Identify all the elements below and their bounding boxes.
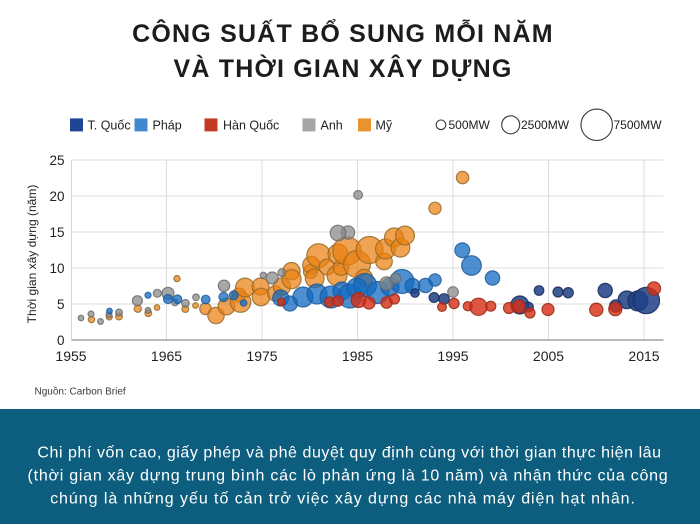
svg-text:20: 20 bbox=[49, 189, 64, 204]
svg-text:2005: 2005 bbox=[533, 348, 564, 364]
svg-text:15: 15 bbox=[49, 225, 64, 240]
svg-text:25: 25 bbox=[49, 153, 64, 168]
svg-text:1975: 1975 bbox=[246, 348, 277, 364]
svg-text:Pháp: Pháp bbox=[153, 119, 182, 133]
svg-text:5: 5 bbox=[57, 297, 65, 312]
svg-text:Nguồn: Carbon Brief: Nguồn: Carbon Brief bbox=[35, 386, 126, 398]
svg-text:1995: 1995 bbox=[437, 348, 468, 364]
svg-text:Anh: Anh bbox=[321, 119, 343, 133]
svg-text:Chi phí vốn cao, giấy phép và: Chi phí vốn cao, giấy phép và phê duyệt … bbox=[37, 445, 661, 462]
svg-text:T. Quốc: T. Quốc bbox=[88, 119, 131, 133]
svg-text:1955: 1955 bbox=[55, 348, 86, 364]
svg-text:chúng là những yếu tố cản trở: chúng là những yếu tố cản trở việc xây d… bbox=[50, 491, 636, 508]
svg-text:Hàn Quốc: Hàn Quốc bbox=[223, 119, 279, 133]
svg-text:500MW: 500MW bbox=[449, 118, 491, 132]
svg-text:7500MW: 7500MW bbox=[614, 118, 663, 132]
svg-text:Mỹ: Mỹ bbox=[376, 119, 393, 133]
svg-text:(thời gian xây dựng trung bình: (thời gian xây dựng trung bình các lò ph… bbox=[28, 468, 669, 485]
svg-text:Thời gian xây dựng (năm): Thời gian xây dựng (năm) bbox=[25, 185, 39, 324]
svg-text:CÔNG SUẤT BỔ SUNG MỖI NĂM: CÔNG SUẤT BỔ SUNG MỖI NĂM bbox=[132, 18, 554, 48]
svg-text:2500MW: 2500MW bbox=[521, 118, 570, 132]
svg-text:1985: 1985 bbox=[342, 348, 373, 364]
svg-text:VÀ THỜI GIAN XÂY DỰNG: VÀ THỜI GIAN XÂY DỰNG bbox=[173, 53, 512, 83]
svg-text:1965: 1965 bbox=[151, 348, 182, 364]
svg-text:2015: 2015 bbox=[628, 348, 659, 364]
svg-text:0: 0 bbox=[57, 333, 65, 348]
svg-text:10: 10 bbox=[49, 261, 64, 276]
